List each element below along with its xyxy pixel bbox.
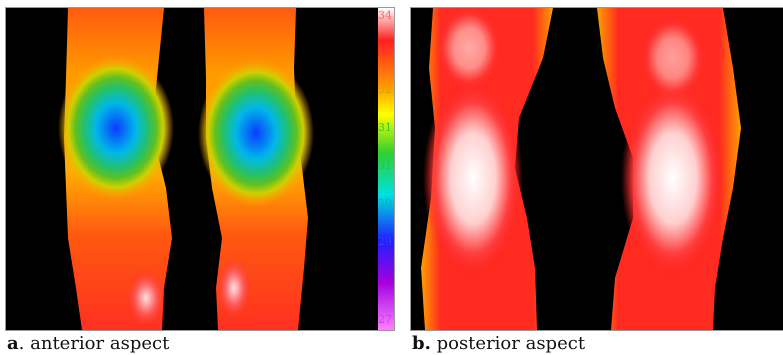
temperature-scale: 34 33 32 31 31 30 29 28 27 bbox=[372, 8, 394, 330]
scale-tick: 28 bbox=[378, 275, 392, 288]
caption-letter: b. bbox=[412, 333, 431, 354]
scale-tick: 31 bbox=[378, 159, 392, 172]
scale-tick: 32 bbox=[378, 83, 392, 96]
scale-tick: 27 bbox=[378, 313, 392, 326]
thermogram-anterior: 34 33 32 31 31 30 29 28 27 bbox=[5, 7, 395, 331]
caption-letter: a bbox=[7, 333, 19, 354]
scale-tick: 30 bbox=[378, 197, 392, 210]
caption-posterior: b. posterior aspect bbox=[412, 334, 585, 354]
anterior-thermal-image bbox=[6, 8, 394, 330]
thermogram-posterior: 34 33 32 31 30 30 29 28 27 bbox=[410, 7, 783, 331]
caption-text: . anterior aspect bbox=[18, 333, 170, 354]
scale-tick: 31 bbox=[378, 121, 392, 134]
scale-tick: 33 bbox=[378, 45, 392, 58]
temperature-scale: 34 33 32 31 30 30 29 28 27 bbox=[777, 8, 783, 330]
caption-text: posterior aspect bbox=[430, 333, 586, 354]
caption-anterior: a. anterior aspect bbox=[7, 334, 169, 354]
scale-tick: 34 bbox=[378, 9, 392, 22]
posterior-thermal-image bbox=[411, 8, 783, 330]
scale-tick: 29 bbox=[378, 235, 392, 248]
